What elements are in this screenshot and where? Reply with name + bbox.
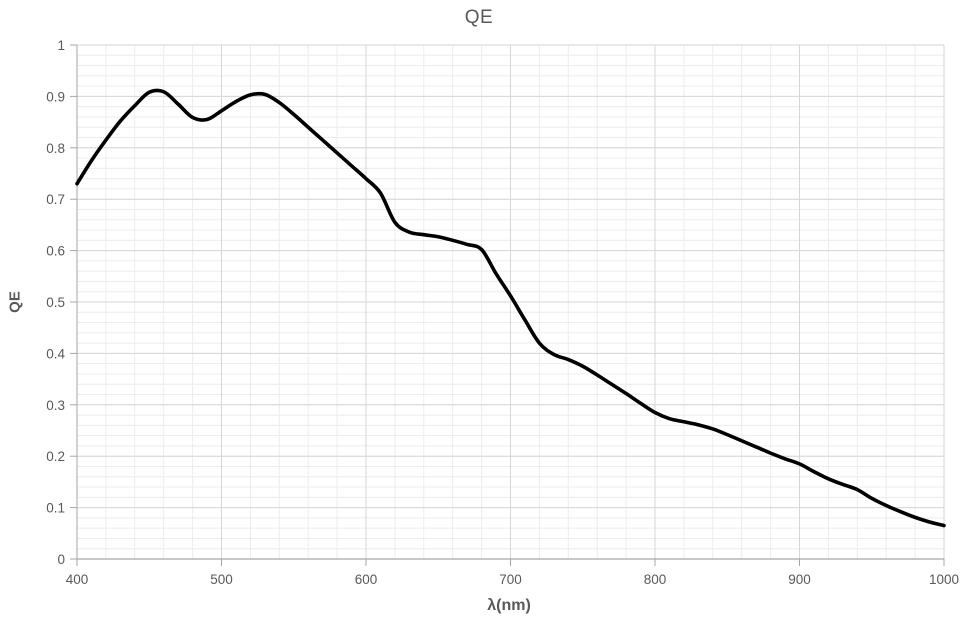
y-tick-label: 0.1 <box>46 501 65 516</box>
x-tick-label: 900 <box>788 572 811 587</box>
y-tick-label: 0.9 <box>46 89 65 104</box>
x-axis-title: λ(nm) <box>487 597 531 614</box>
qe-series-line <box>75 88 946 528</box>
y-tick-label: 0.5 <box>46 295 65 310</box>
x-tick-label: 700 <box>499 572 522 587</box>
y-tick-label: 0 <box>57 552 65 567</box>
x-tick-label: 1000 <box>929 572 959 587</box>
chart-title: QE <box>464 7 494 28</box>
major-gridlines <box>76 44 945 560</box>
y-tick-label: 0.3 <box>46 398 65 413</box>
x-tick-label: 400 <box>66 572 89 587</box>
y-tick-label: 0.8 <box>46 141 65 156</box>
x-tick-label: 500 <box>210 572 233 587</box>
x-tick-label: 800 <box>644 572 667 587</box>
y-tick-label: 0.6 <box>46 244 65 259</box>
x-tick-label: 600 <box>355 572 378 587</box>
tick-labels: 400 500 600 700 800 900 1000 0 0.1 0.2 0.3 0.4 0.5 0.… <box>46 38 959 587</box>
y-tick-label: 1 <box>57 38 65 53</box>
y-tick-label: 0.4 <box>46 346 65 361</box>
y-tick-label: 0.2 <box>46 449 65 464</box>
y-axis-title: QE <box>6 291 24 313</box>
y-tick-label: 0.7 <box>46 192 65 207</box>
axis-tick-marks <box>70 44 945 566</box>
